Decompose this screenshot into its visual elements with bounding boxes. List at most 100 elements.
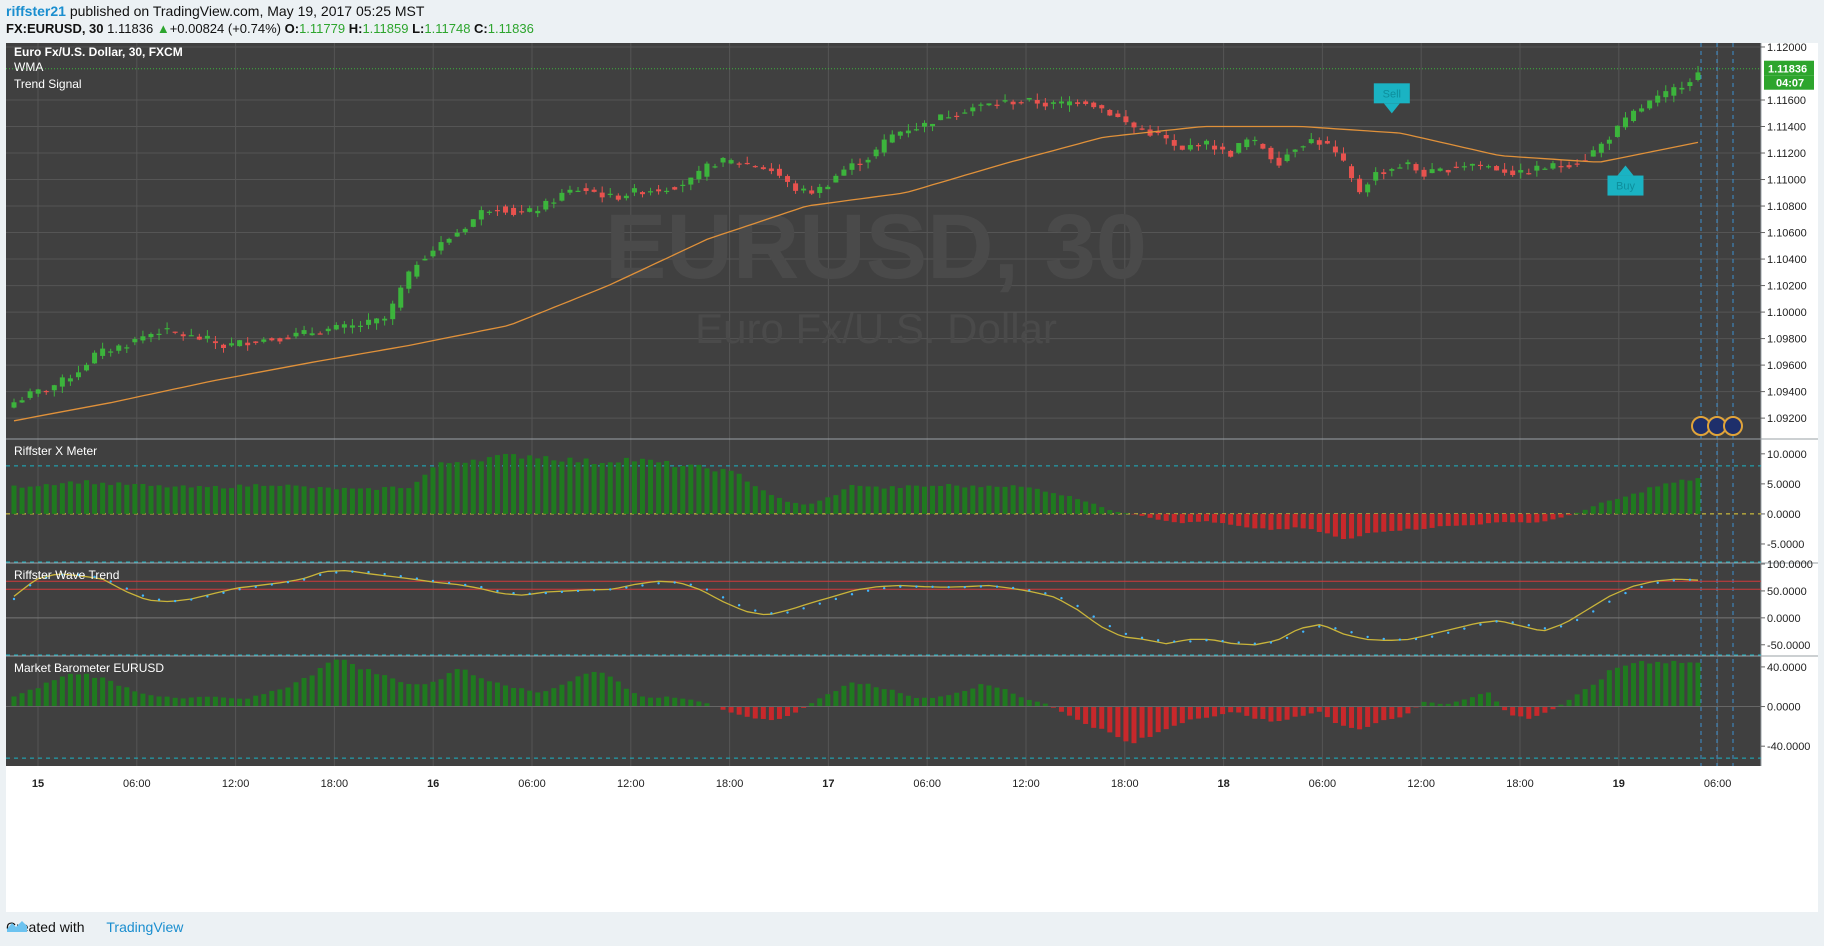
x-meter-bar	[1316, 513, 1322, 532]
candle-body	[156, 333, 162, 335]
barometer-bar	[1429, 702, 1435, 707]
indicator-axis-label: 5.0000	[1767, 479, 1801, 491]
barometer-bar	[309, 675, 315, 707]
barometer-bar	[414, 684, 420, 707]
candle-body	[132, 339, 138, 343]
x-meter-bar	[132, 484, 138, 514]
x-meter-bar	[688, 464, 694, 514]
x-meter-bar	[1276, 513, 1282, 530]
x-meter-bar	[1292, 513, 1298, 528]
barometer-bar	[1220, 706, 1226, 715]
time-axis-label: 06:00	[123, 778, 151, 790]
wave-signal-dot	[786, 611, 789, 614]
candle-body	[615, 195, 621, 200]
wave-signal-dot	[866, 589, 870, 592]
x-meter-bar	[1058, 495, 1064, 514]
barometer-bar	[1171, 706, 1177, 726]
x-meter-bar	[1695, 478, 1701, 514]
candle-body	[1389, 169, 1395, 171]
barometer-bar	[575, 676, 581, 707]
symbol-label: FX:EURUSD, 30	[6, 21, 104, 36]
candle-body	[349, 325, 355, 328]
candle-body	[1171, 140, 1177, 146]
up-arrow-icon: ▲	[156, 21, 170, 36]
candle-body	[1042, 102, 1048, 107]
candle-body	[446, 238, 452, 243]
chart-area[interactable]: 15 06:00 12:00 18:00 16 06:00 12:00 18:00 17 06:0…	[6, 43, 1818, 912]
x-meter-bar	[245, 486, 251, 514]
barometer-bar	[696, 701, 702, 707]
x-meter-bar	[1687, 480, 1693, 514]
x-meter-bar	[986, 485, 992, 514]
candle-body	[1655, 95, 1661, 103]
barometer-bar	[237, 698, 243, 707]
candle-body	[1018, 102, 1024, 104]
x-meter-bar	[720, 468, 726, 514]
barometer-bar	[398, 682, 404, 707]
barometer-bar	[1131, 706, 1137, 744]
barometer-bar	[1357, 706, 1363, 730]
x-meter-bar	[1606, 500, 1612, 514]
wave-signal-dot	[1189, 640, 1192, 643]
candle-body	[583, 188, 589, 191]
tradingview-link[interactable]: TradingView	[106, 919, 184, 935]
candle-body	[35, 389, 41, 394]
x-meter-bar	[494, 455, 500, 514]
barometer-bar	[75, 674, 81, 707]
time-axis-label: 18:00	[321, 778, 349, 790]
author-link[interactable]: riffster21	[6, 3, 66, 19]
barometer-bar	[1268, 706, 1274, 722]
wave-signal-dot	[802, 607, 805, 610]
candle-body	[293, 332, 299, 337]
candle-body	[59, 377, 65, 387]
wma-line	[13, 125, 1699, 422]
wave-signal-dot	[238, 588, 241, 591]
wave-signal-dot	[899, 585, 902, 588]
wave-signal-dot	[1076, 604, 1079, 608]
barometer-bar	[382, 675, 388, 707]
candle-body	[172, 331, 178, 333]
wave-signal-dot	[12, 597, 16, 601]
barometer-bar	[1421, 701, 1427, 707]
x-meter-bar	[1067, 495, 1073, 514]
x-meter-bar	[1357, 513, 1363, 537]
chart-svg[interactable]: 15 06:00 12:00 18:00 16 06:00 12:00 18:00 17 06:0…	[6, 43, 1818, 912]
x-meter-bar	[1405, 513, 1411, 529]
barometer-bar	[357, 669, 363, 707]
candle-body	[84, 364, 90, 371]
candle-body	[1413, 164, 1419, 171]
x-meter-bar	[92, 484, 98, 514]
x-meter-bar	[551, 460, 557, 514]
wave-signal-dot	[254, 585, 257, 589]
wave-axis-label: -50.0000	[1767, 640, 1810, 652]
barometer-bar	[833, 691, 839, 707]
sell-signal-arrow	[1383, 103, 1400, 114]
wave-signal-dot	[351, 570, 354, 573]
candle-body	[631, 188, 637, 193]
candle-body	[1494, 166, 1500, 171]
x-meter-bar	[1139, 513, 1145, 516]
x-meter-bar	[1445, 513, 1451, 526]
barometer-bar	[180, 698, 186, 707]
x-meter-bar	[1477, 513, 1483, 525]
barometer-bar	[648, 697, 654, 707]
barometer-bar	[503, 685, 509, 707]
barometer-bar	[1010, 693, 1016, 707]
x-meter-bar	[897, 487, 903, 514]
x-meter-bar	[229, 488, 235, 514]
x-meter-bar	[607, 462, 613, 514]
candle-body	[19, 400, 25, 403]
x-meter-bar	[1663, 483, 1669, 514]
barometer-bar	[881, 689, 887, 707]
barometer-bar	[1486, 692, 1492, 707]
x-meter-bar	[1639, 492, 1645, 514]
wave-signal-dot	[705, 588, 709, 591]
candle-body	[559, 192, 565, 201]
barometer-bar	[623, 688, 629, 707]
wave-signal-dot	[657, 582, 660, 585]
x-meter-bar	[543, 456, 549, 514]
open-label: O:	[284, 21, 300, 36]
barometer-bar	[1075, 706, 1081, 720]
barometer-bar	[889, 689, 895, 707]
last-price-tag	[1764, 60, 1814, 76]
